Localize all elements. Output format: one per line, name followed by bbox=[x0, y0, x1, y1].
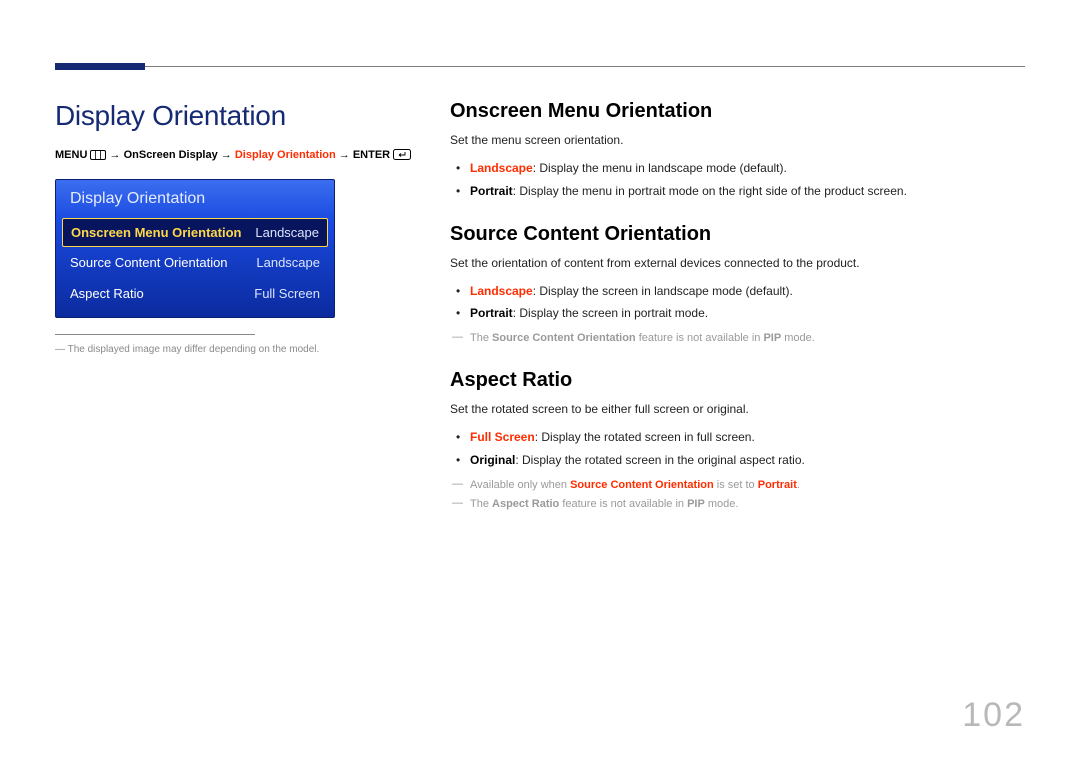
note-value: Portrait bbox=[758, 479, 797, 491]
osd-menu-row-aspect[interactable]: Aspect Ratio Full Screen bbox=[56, 278, 334, 309]
osd-menu-row-source[interactable]: Source Content Orientation Landscape bbox=[56, 247, 334, 278]
list-item: Portrait: Display the menu in portrait m… bbox=[470, 180, 1025, 203]
note-text: feature is not available in bbox=[559, 498, 687, 510]
section-desc-source: Set the orientation of content from exte… bbox=[450, 254, 1025, 272]
breadcrumb-path-1: OnScreen Display bbox=[124, 149, 218, 161]
option-text: : Display the screen in portrait mode. bbox=[513, 306, 708, 320]
osd-row-label: Aspect Ratio bbox=[70, 286, 144, 301]
bullet-list-aspect: Full Screen: Display the rotated screen … bbox=[450, 426, 1025, 472]
section-heading-source: Source Content Orientation bbox=[450, 223, 1025, 246]
note-text: mode. bbox=[705, 498, 739, 510]
note-aspect-pip: The Aspect Ratio feature is not availabl… bbox=[450, 495, 1025, 515]
note-key: Source Content Orientation bbox=[570, 479, 714, 491]
top-divider bbox=[55, 66, 1025, 67]
option-key: Full Screen bbox=[470, 430, 535, 444]
option-key: Portrait bbox=[470, 306, 513, 320]
osd-row-value: Landscape bbox=[256, 255, 320, 270]
option-key: Landscape bbox=[470, 161, 533, 175]
breadcrumb-enter-label: ENTER bbox=[353, 149, 390, 161]
breadcrumb-path-2: Display Orientation bbox=[235, 149, 336, 161]
note-pip: PIP bbox=[687, 498, 705, 510]
osd-row-label: Source Content Orientation bbox=[70, 255, 228, 270]
option-text: : Display the rotated screen in the orig… bbox=[515, 453, 805, 467]
image-disclaimer: ― The displayed image may differ dependi… bbox=[55, 343, 435, 357]
page-title: Display Orientation bbox=[55, 100, 435, 132]
breadcrumb-menu-label: MENU bbox=[55, 149, 87, 161]
left-column: Display Orientation MENU → OnScreen Disp… bbox=[55, 100, 435, 515]
right-column: Onscreen Menu Orientation Set the menu s… bbox=[435, 100, 1025, 515]
list-item: Landscape: Display the screen in landsca… bbox=[470, 280, 1025, 303]
bullet-list-source: Landscape: Display the screen in landsca… bbox=[450, 280, 1025, 326]
section-desc-aspect: Set the rotated screen to be either full… bbox=[450, 400, 1025, 418]
note-text: Available only when bbox=[470, 479, 570, 491]
note-text: . bbox=[797, 479, 800, 491]
page-number: 102 bbox=[962, 696, 1025, 735]
list-item: Original: Display the rotated screen in … bbox=[470, 449, 1025, 472]
list-item: Landscape: Display the menu in landscape… bbox=[470, 157, 1025, 180]
note-key: Source Content Orientation bbox=[492, 332, 636, 344]
option-text: : Display the screen in landscape mode (… bbox=[533, 284, 793, 298]
menu-button-icon bbox=[90, 150, 106, 160]
note-key: Aspect Ratio bbox=[492, 498, 559, 510]
list-item: Portrait: Display the screen in portrait… bbox=[470, 302, 1025, 325]
option-key: Landscape bbox=[470, 284, 533, 298]
osd-menu-row-onscreen[interactable]: Onscreen Menu Orientation Landscape bbox=[62, 218, 328, 247]
bullet-list-onscreen: Landscape: Display the menu in landscape… bbox=[450, 157, 1025, 203]
option-text: : Display the menu in landscape mode (de… bbox=[533, 161, 787, 175]
list-item: Full Screen: Display the rotated screen … bbox=[470, 426, 1025, 449]
note-pip: PIP bbox=[763, 332, 781, 344]
option-key: Original bbox=[470, 453, 515, 467]
section-desc-onscreen: Set the menu screen orientation. bbox=[450, 131, 1025, 149]
osd-row-value: Landscape bbox=[255, 225, 319, 240]
note-aspect-availability: Available only when Source Content Orien… bbox=[450, 476, 1025, 496]
option-text: : Display the menu in portrait mode on t… bbox=[513, 184, 907, 198]
content-columns: Display Orientation MENU → OnScreen Disp… bbox=[55, 100, 1025, 515]
manual-page: Display Orientation MENU → OnScreen Disp… bbox=[0, 0, 1080, 763]
section-heading-onscreen: Onscreen Menu Orientation bbox=[450, 100, 1025, 123]
section-heading-aspect: Aspect Ratio bbox=[450, 369, 1025, 392]
image-disclaimer-text: The displayed image may differ depending… bbox=[68, 344, 320, 355]
osd-row-value: Full Screen bbox=[254, 286, 320, 301]
breadcrumb: MENU → OnScreen Display → Display Orient… bbox=[55, 148, 435, 163]
breadcrumb-arrow: → bbox=[221, 149, 235, 161]
option-text: : Display the rotated screen in full scr… bbox=[535, 430, 755, 444]
note-source-pip: The Source Content Orientation feature i… bbox=[450, 329, 1025, 349]
note-text: is set to bbox=[714, 479, 758, 491]
note-divider bbox=[55, 334, 255, 335]
option-key: Portrait bbox=[470, 184, 513, 198]
breadcrumb-arrow: → bbox=[339, 149, 353, 161]
note-text: The bbox=[470, 332, 492, 344]
osd-menu-panel: Display Orientation Onscreen Menu Orient… bbox=[55, 179, 335, 318]
note-text: mode. bbox=[781, 332, 815, 344]
osd-row-label: Onscreen Menu Orientation bbox=[71, 225, 241, 240]
note-text: feature is not available in bbox=[636, 332, 764, 344]
top-accent-bar bbox=[55, 63, 145, 70]
enter-button-icon bbox=[393, 149, 411, 160]
osd-menu-title: Display Orientation bbox=[56, 180, 334, 218]
note-text: The bbox=[470, 498, 492, 510]
breadcrumb-arrow: → bbox=[110, 149, 124, 161]
